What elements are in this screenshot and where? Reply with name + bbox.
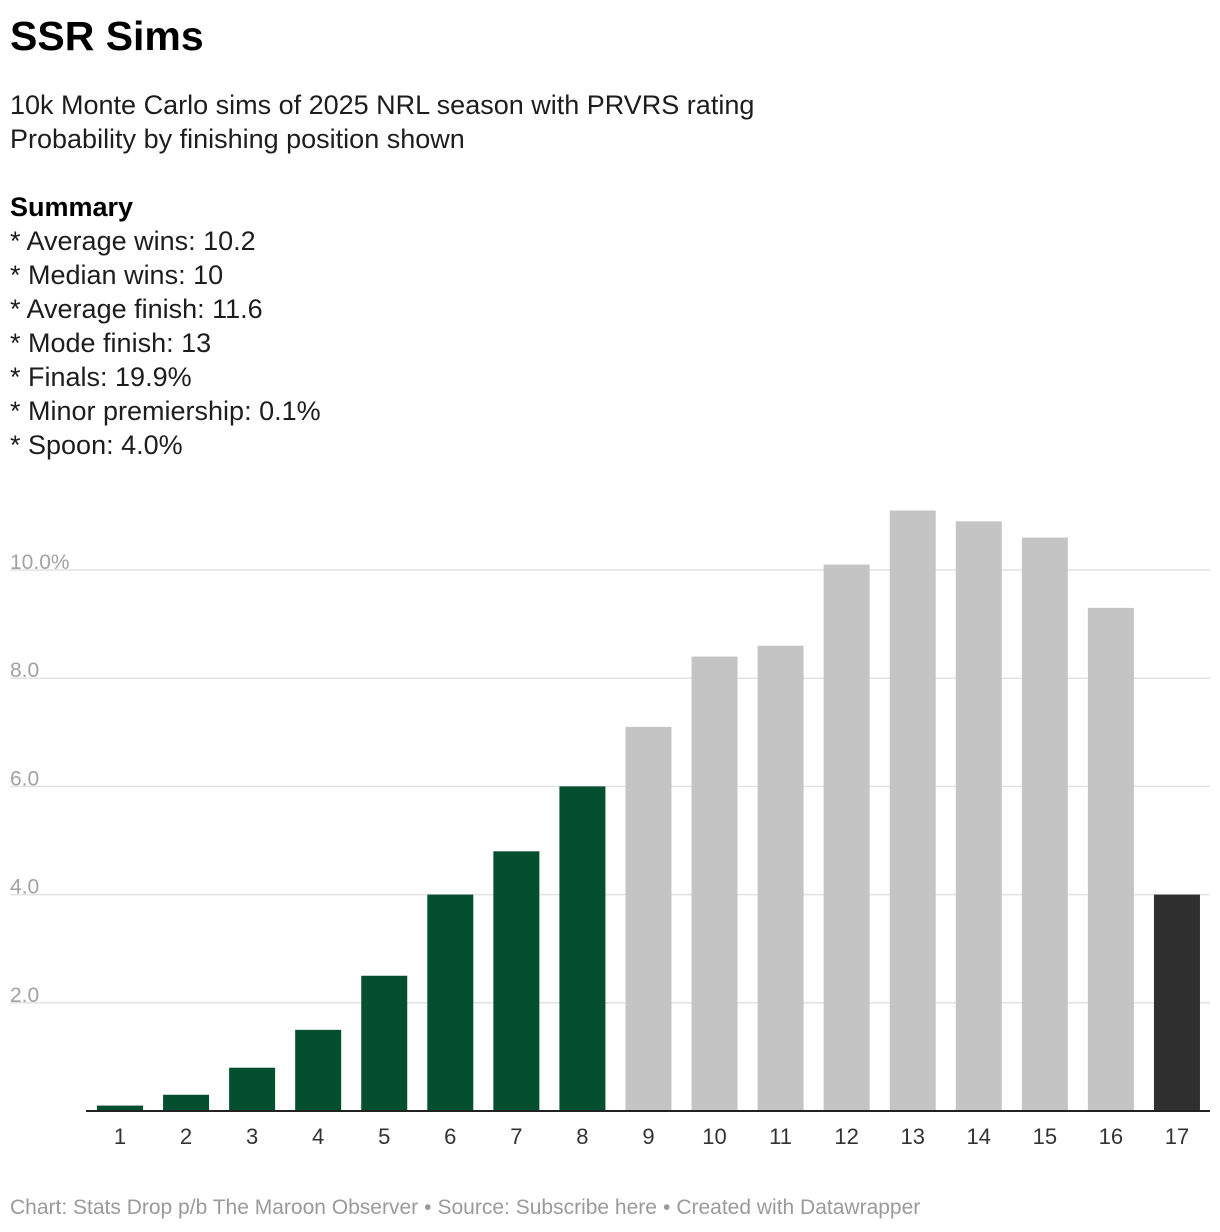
x-tick-label: 2: [180, 1124, 192, 1149]
bar: [295, 1029, 342, 1111]
footer-separator: •: [424, 1196, 432, 1219]
chart-title: SSR Sims: [10, 13, 204, 59]
summary-block: Summary * Average wins: 10.2 * Median wi…: [10, 190, 1200, 462]
bar: [955, 521, 1002, 1111]
bar: [1021, 537, 1068, 1111]
x-tick-label: 12: [834, 1124, 858, 1149]
x-tick-label: 1: [114, 1124, 126, 1149]
source-link[interactable]: Source: Subscribe here: [437, 1196, 657, 1219]
footer-separator: •: [662, 1196, 671, 1219]
x-tick-label: 6: [444, 1124, 456, 1149]
chart-credit: Chart: Stats Drop p/b The Maroon Observe…: [10, 1196, 419, 1219]
bar: [1153, 894, 1200, 1111]
bar: [493, 851, 540, 1111]
y-tick-label: 8.0: [10, 659, 39, 682]
bar: [757, 645, 804, 1111]
y-tick-label: 4.0: [10, 876, 39, 899]
summary-item: * Minor premiership: 0.1%: [10, 396, 321, 426]
gridlines: 2.0 4.0 6.0 8.0 10.0%: [10, 551, 1210, 1007]
bar: [163, 1094, 210, 1111]
y-tick-label: 6.0: [10, 767, 39, 790]
bar: [559, 786, 606, 1111]
bar: [691, 656, 738, 1111]
bar: [625, 726, 672, 1111]
x-axis: 1 2 3 4 5 6 7 8 9 10 11 12 13 14 15 16 17: [86, 1110, 1210, 1149]
x-tick-label: 14: [967, 1124, 991, 1149]
summary-item: * Spoon: 4.0%: [10, 430, 183, 460]
chart-subtitle: 10k Monte Carlo sims of 2025 NRL season …: [10, 88, 1200, 156]
x-tick-label: 13: [900, 1124, 924, 1149]
x-tick-label: 3: [246, 1124, 258, 1149]
x-tick-label: 10: [702, 1124, 726, 1149]
bar: [889, 510, 936, 1111]
summary-item: * Average finish: 11.6: [10, 294, 263, 324]
chart-footer: Chart: Stats Drop p/b The Maroon Observe…: [10, 1196, 920, 1220]
x-tick-label: 4: [312, 1124, 324, 1149]
bar: [97, 1105, 143, 1111]
x-tick-label: 8: [576, 1124, 588, 1149]
x-tick-label: 15: [1033, 1124, 1057, 1149]
bar: [361, 975, 408, 1111]
x-tick-label: 17: [1165, 1124, 1189, 1149]
x-tick-label: 5: [378, 1124, 390, 1149]
summary-item: * Finals: 19.9%: [10, 362, 192, 392]
bar: [427, 894, 474, 1111]
subtitle-line: Probability by finishing position shown: [10, 124, 465, 154]
datawrapper-credit[interactable]: Created with Datawrapper: [676, 1196, 921, 1219]
x-tick-label: 7: [510, 1124, 522, 1149]
x-tick-label: 9: [642, 1124, 654, 1149]
summary-item: * Average wins: 10.2: [10, 226, 256, 256]
summary-item: * Mode finish: 13: [10, 328, 212, 358]
x-tick-label: 11: [769, 1124, 792, 1149]
x-tick-label: 16: [1099, 1124, 1123, 1149]
summary-item: * Median wins: 10: [10, 260, 224, 290]
subtitle-line: 10k Monte Carlo sims of 2025 NRL season …: [10, 90, 755, 120]
summary-heading: Summary: [10, 192, 134, 222]
bar-chart: 2.04.06.08.010.0% 1 2 3 4 5 6 7 8 9 10 11 12 13 14 15 1…: [10, 510, 1210, 1149]
bars: [97, 510, 1200, 1111]
bar: [823, 564, 870, 1111]
chart-header: SSR Sims 10k Monte Carlo sims of 2025 NR…: [10, 10, 1200, 462]
bar: [229, 1067, 276, 1111]
y-tick-label: 10.0%: [10, 551, 70, 574]
y-tick-label: 2.0: [10, 984, 39, 1007]
bar: [1087, 607, 1134, 1111]
